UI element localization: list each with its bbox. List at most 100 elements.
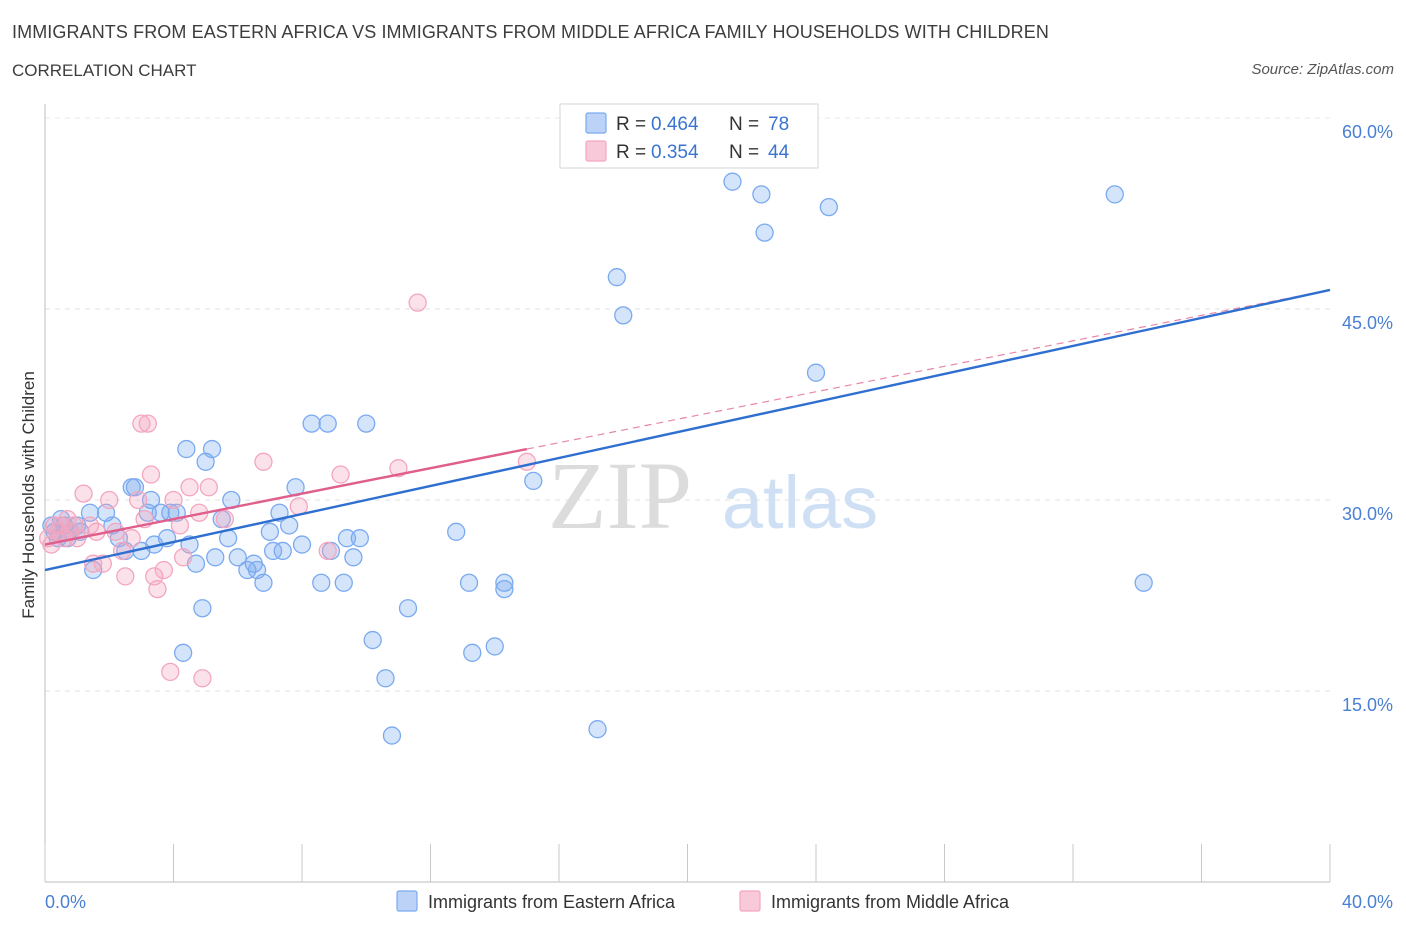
middle-africa-point-39 — [318, 541, 337, 561]
middle-africa-point-13 — [87, 522, 106, 541]
series-middle-africa-points — [39, 293, 537, 688]
x-tick-labels: 0.0% 40.0% — [45, 892, 1393, 912]
eastern-africa-point-49 — [312, 573, 331, 592]
middle-africa-point-27 — [154, 560, 174, 580]
eastern-africa-point-59 — [382, 726, 402, 745]
bottom-legend-swatch-middle — [739, 890, 761, 912]
eastern-africa-point-77 — [1134, 573, 1153, 592]
eastern-africa-point-26 — [177, 439, 196, 459]
series-legend: Immigrants from Eastern Africa Immigrant… — [396, 890, 1010, 912]
middle-africa-point-40 — [331, 465, 350, 484]
eastern-africa-point-40 — [254, 573, 273, 592]
eastern-africa-point-19 — [141, 490, 161, 510]
middle-africa-point-15 — [100, 490, 119, 510]
axes — [44, 104, 1331, 883]
eastern-africa-point-52 — [334, 573, 353, 592]
eastern-africa-point-10 — [84, 560, 103, 580]
middle-africa-point-31 — [173, 548, 193, 567]
middle-africa-point-20 — [129, 490, 148, 510]
bottom-legend-swatch-eastern — [396, 890, 418, 912]
legend-swatch-eastern — [585, 112, 607, 134]
y-tick-label-0: 15.0% — [1342, 695, 1393, 715]
x-tick-label-1: 40.0% — [1342, 892, 1393, 912]
watermark-atlas-text: atlas — [722, 461, 878, 544]
middle-africa-point-28 — [161, 662, 180, 682]
eastern-africa-point-67 — [524, 471, 543, 491]
legend-n-value-0: 78 — [768, 114, 789, 135]
middle-africa-point-41 — [389, 459, 408, 478]
eastern-africa-point-55 — [350, 529, 369, 548]
eastern-africa-point-25 — [173, 643, 193, 662]
middle-africa-point-32 — [180, 478, 199, 497]
trend-lines — [44, 288, 1331, 572]
middle-africa-point-43 — [517, 452, 537, 471]
eastern-africa-point-74 — [806, 363, 826, 382]
eastern-africa-point-32 — [206, 548, 225, 567]
middle-africa-point-35 — [199, 478, 218, 497]
eastern-africa-point-57 — [363, 630, 382, 650]
eastern-africa-point-29 — [193, 599, 212, 618]
middle-africa-point-10 — [74, 484, 93, 503]
trend-line-eastern-africa — [44, 288, 1331, 572]
middle-africa-point-34 — [193, 669, 212, 688]
eastern-africa-point-44 — [273, 541, 292, 561]
legend-r-label-1: R = — [616, 142, 646, 163]
watermark: ZIP atlas — [548, 442, 878, 549]
eastern-africa-point-47 — [292, 535, 312, 554]
legend-n-label-0: N = — [729, 114, 759, 135]
middle-africa-point-37 — [254, 452, 273, 471]
middle-africa-point-18 — [116, 567, 135, 586]
eastern-africa-point-66 — [495, 579, 514, 599]
eastern-africa-point-48 — [302, 414, 321, 433]
chart-subtitle: CORRELATION CHART — [12, 61, 197, 80]
middle-africa-point-19 — [122, 529, 141, 548]
eastern-africa-point-73 — [755, 223, 774, 242]
eastern-africa-point-76 — [1105, 185, 1124, 204]
eastern-africa-point-42 — [263, 541, 283, 561]
eastern-africa-point-41 — [260, 522, 280, 541]
eastern-africa-point-54 — [344, 548, 363, 567]
legend-r-label-0: R = — [616, 114, 646, 135]
eastern-africa-point-56 — [357, 414, 376, 433]
middle-africa-point-36 — [215, 509, 235, 529]
eastern-africa-point-31 — [202, 439, 222, 459]
eastern-africa-point-36 — [228, 548, 247, 567]
legend-n-value-1: 44 — [768, 142, 790, 163]
legend-r-value-1: 0.354 — [651, 142, 699, 163]
eastern-africa-point-65 — [495, 573, 514, 592]
legend-r-value-0: 0.464 — [651, 114, 699, 135]
gridlines — [45, 117, 1330, 692]
y-axis-title: Family Households with Children — [19, 371, 38, 619]
bottom-legend-label-eastern: Immigrants from Eastern Africa — [428, 892, 676, 912]
eastern-africa-point-64 — [485, 637, 504, 656]
trend-line-middle-africa — [44, 447, 528, 546]
watermark-zip-text: ZIP — [548, 442, 692, 549]
bottom-legend-label-middle: Immigrants from Middle Africa — [771, 892, 1010, 912]
y-tick-label-1: 30.0% — [1342, 504, 1393, 524]
y-tick-labels: 15.0% 30.0% 45.0% 60.0% — [1342, 122, 1393, 715]
middle-africa-point-24 — [141, 465, 161, 484]
eastern-africa-point-70 — [614, 306, 633, 325]
chart-source: Source: ZipAtlas.com — [1251, 61, 1394, 78]
x-tick-label-0: 0.0% — [45, 892, 86, 912]
middle-africa-point-23 — [138, 414, 157, 433]
trend-line-middle-africa-extension — [526, 289, 1331, 450]
legend-n-label-1: N = — [729, 142, 759, 163]
middle-africa-point-26 — [148, 579, 167, 599]
eastern-africa-point-72 — [752, 185, 771, 204]
chart-title: IMMIGRANTS FROM EASTERN AFRICA VS IMMIGR… — [12, 22, 1049, 42]
eastern-africa-point-62 — [459, 573, 479, 592]
eastern-africa-point-69 — [607, 268, 626, 287]
y-tick-label-2: 45.0% — [1342, 313, 1393, 333]
y-tick-label-3: 60.0% — [1342, 122, 1393, 142]
eastern-africa-point-61 — [447, 522, 466, 541]
eastern-africa-point-50 — [318, 414, 337, 433]
middle-africa-point-42 — [408, 293, 427, 312]
eastern-africa-point-53 — [337, 529, 357, 548]
legend-swatch-middle — [585, 140, 607, 162]
correlation-legend: R = 0.464 N = 78 R = 0.354 N = 44 — [559, 103, 819, 169]
eastern-africa-point-45 — [279, 516, 299, 535]
eastern-africa-point-63 — [463, 643, 482, 662]
middle-africa-point-29 — [164, 490, 183, 510]
